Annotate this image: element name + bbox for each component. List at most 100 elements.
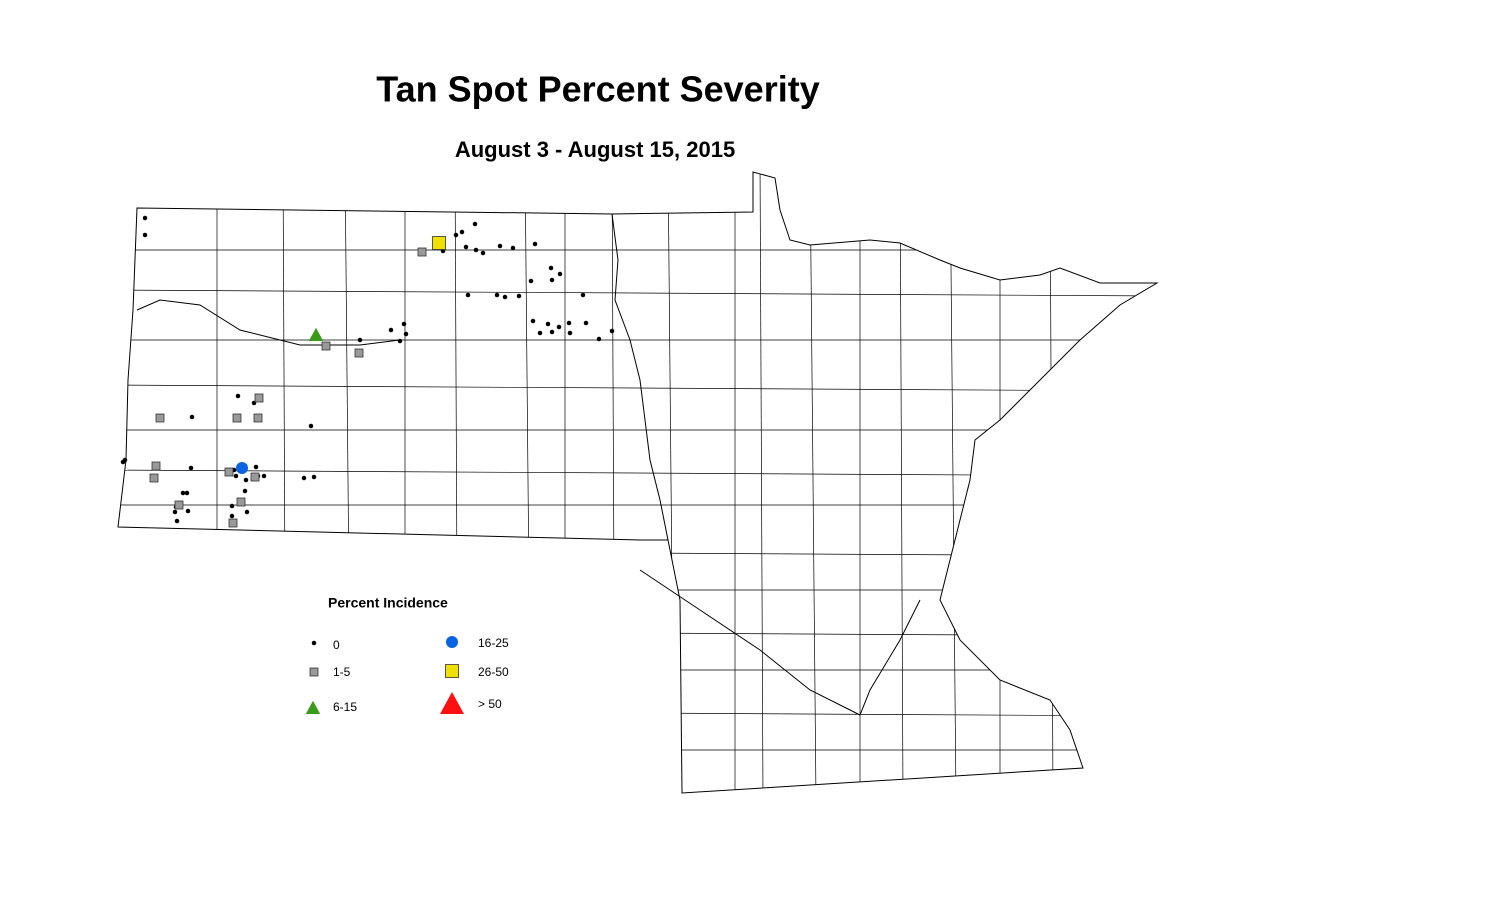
observation-point xyxy=(583,320,589,326)
observation-point xyxy=(233,473,239,479)
observation-point xyxy=(532,241,538,247)
observation-point xyxy=(174,500,184,510)
county-line xyxy=(949,172,957,793)
observation-points xyxy=(120,215,615,528)
observation-point xyxy=(557,271,563,277)
observation-point xyxy=(510,245,516,251)
observation-point xyxy=(184,490,190,496)
observation-point xyxy=(459,229,465,235)
minnesota-river xyxy=(639,569,921,716)
observation-point xyxy=(232,413,242,423)
observation-point xyxy=(180,490,186,496)
observation-point xyxy=(155,413,165,423)
observation-point xyxy=(254,393,264,403)
observation-point xyxy=(497,243,503,249)
observation-point xyxy=(354,348,364,358)
observation-point xyxy=(243,477,249,483)
legend-title: Percent Incidence xyxy=(328,595,448,611)
red-river xyxy=(611,213,669,541)
observation-point xyxy=(228,518,238,528)
legend-symbol xyxy=(309,667,319,677)
legend-symbol xyxy=(446,636,458,648)
observation-point xyxy=(174,518,180,524)
observation-point xyxy=(236,462,248,474)
legend-symbol xyxy=(445,664,459,678)
observation-point xyxy=(530,318,536,324)
observation-point xyxy=(494,292,500,298)
observation-point xyxy=(311,474,317,480)
observation-point xyxy=(417,247,427,257)
observation-point xyxy=(242,488,248,494)
legend-label: 16-25 xyxy=(478,636,509,650)
observation-point xyxy=(397,338,403,344)
observation-point xyxy=(151,461,161,471)
observation-point xyxy=(516,293,522,299)
observation-point xyxy=(472,221,478,227)
observation-point xyxy=(188,465,194,471)
observation-point xyxy=(580,292,586,298)
observation-point xyxy=(549,329,555,335)
observation-point xyxy=(545,321,551,327)
observation-point xyxy=(142,215,148,221)
observation-point xyxy=(321,341,331,351)
observation-point xyxy=(250,472,260,482)
observation-point xyxy=(403,331,409,337)
county-line xyxy=(118,289,1157,297)
legend-label: 6-15 xyxy=(333,700,357,714)
observation-point xyxy=(235,393,241,399)
observation-point xyxy=(229,513,235,519)
observation-point xyxy=(388,327,394,333)
observation-point xyxy=(301,475,307,481)
observation-point xyxy=(261,473,267,479)
observation-point xyxy=(473,247,479,253)
county-line xyxy=(809,172,817,793)
legend-symbol xyxy=(440,692,464,714)
title: Tan Spot Percent Severity xyxy=(376,69,819,110)
legend-label: 26-50 xyxy=(478,665,509,679)
legend-label: 0 xyxy=(333,638,340,652)
observation-point xyxy=(453,232,459,238)
observation-point xyxy=(609,328,615,334)
legend-symbol xyxy=(311,640,317,646)
observation-point xyxy=(465,292,471,298)
observation-point xyxy=(528,278,534,284)
observation-point xyxy=(549,277,555,283)
observation-point xyxy=(236,497,246,507)
observation-point xyxy=(189,414,195,420)
observation-point xyxy=(142,232,148,238)
observation-point xyxy=(401,321,407,327)
observation-point xyxy=(253,464,259,470)
observation-point xyxy=(432,236,446,250)
observation-point xyxy=(548,265,554,271)
observation-point xyxy=(480,250,486,256)
observation-point xyxy=(357,337,363,343)
observation-point xyxy=(567,330,573,336)
observation-point xyxy=(566,320,572,326)
legend-symbol xyxy=(305,700,321,714)
legend-label: 1-5 xyxy=(333,665,351,679)
subtitle: August 3 - August 15, 2015 xyxy=(455,137,735,162)
observation-point xyxy=(463,244,469,250)
observation-point xyxy=(308,423,314,429)
legend: 0 1-5 6-15 16-25 26-50 > 50 xyxy=(305,636,509,714)
state-outline xyxy=(117,171,1159,794)
observation-point xyxy=(502,294,508,300)
observation-point xyxy=(149,473,159,483)
observation-point xyxy=(253,413,263,423)
county-line xyxy=(899,172,904,793)
observation-point xyxy=(172,509,178,515)
legend-label: > 50 xyxy=(478,697,502,711)
observation-point xyxy=(556,324,562,330)
observation-point xyxy=(308,327,324,341)
observation-point xyxy=(244,509,250,515)
observation-point xyxy=(596,336,602,342)
missouri-river xyxy=(136,299,401,346)
observation-point xyxy=(122,457,128,463)
observation-point xyxy=(185,508,191,514)
county-line xyxy=(759,172,764,793)
observation-point xyxy=(229,503,235,509)
observation-point xyxy=(537,330,543,336)
county-line xyxy=(118,384,1157,392)
